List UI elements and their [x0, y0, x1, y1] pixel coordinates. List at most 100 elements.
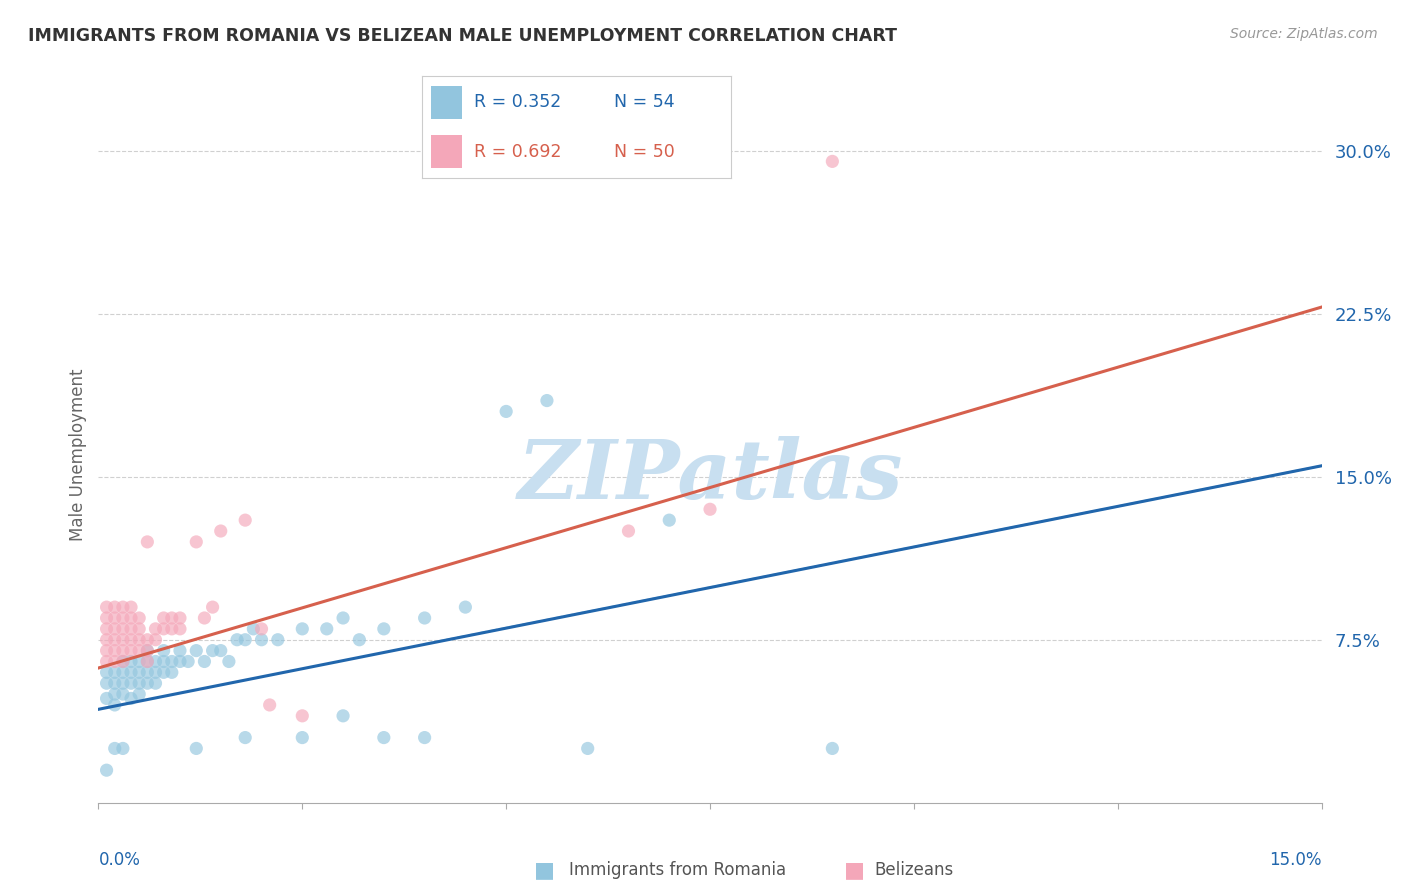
Bar	[432, 87, 463, 119]
Point	[120, 611, 142, 625]
Point	[104, 698, 127, 712]
Point	[242, 622, 264, 636]
Point	[250, 622, 273, 636]
Point	[259, 698, 281, 712]
Point	[152, 622, 174, 636]
Point	[120, 665, 142, 680]
Point	[120, 691, 142, 706]
Text: ■: ■	[534, 860, 555, 880]
Point	[576, 741, 599, 756]
Point	[152, 611, 174, 625]
Point	[96, 600, 118, 615]
Point	[160, 611, 183, 625]
Point	[218, 655, 240, 669]
Point	[128, 665, 150, 680]
Point	[291, 731, 314, 745]
Point	[186, 643, 208, 657]
Point	[821, 154, 844, 169]
Point	[373, 622, 395, 636]
Point	[96, 611, 118, 625]
Point	[96, 632, 118, 647]
Point	[160, 665, 183, 680]
Point	[96, 655, 118, 669]
Point	[104, 676, 127, 690]
Text: 0.0%: 0.0%	[98, 851, 141, 869]
Text: R = 0.352: R = 0.352	[474, 94, 561, 112]
Point	[128, 687, 150, 701]
Point	[201, 600, 224, 615]
Point	[111, 600, 134, 615]
Point	[177, 655, 200, 669]
Point	[96, 665, 118, 680]
Point	[104, 655, 127, 669]
Point	[120, 655, 142, 669]
Point	[136, 655, 159, 669]
Point	[267, 632, 290, 647]
Point	[136, 676, 159, 690]
Point	[128, 655, 150, 669]
Point	[104, 687, 127, 701]
Point	[658, 513, 681, 527]
Point	[111, 643, 134, 657]
Point	[96, 763, 118, 777]
Point	[120, 622, 142, 636]
Point	[169, 622, 191, 636]
Point	[120, 643, 142, 657]
Point	[209, 643, 232, 657]
Point	[128, 676, 150, 690]
Point	[96, 676, 118, 690]
Point	[128, 643, 150, 657]
Point	[111, 665, 134, 680]
Point	[233, 513, 256, 527]
Point	[169, 611, 191, 625]
Point	[120, 600, 142, 615]
Point	[104, 643, 127, 657]
Text: Belizeans: Belizeans	[875, 861, 953, 879]
Point	[169, 643, 191, 657]
Point	[104, 600, 127, 615]
Point	[120, 676, 142, 690]
Y-axis label: Male Unemployment: Male Unemployment	[69, 368, 87, 541]
Point	[413, 731, 436, 745]
Text: Immigrants from Romania: Immigrants from Romania	[569, 861, 786, 879]
Point	[373, 731, 395, 745]
Point	[128, 632, 150, 647]
Point	[96, 691, 118, 706]
Point	[152, 643, 174, 657]
Point	[169, 655, 191, 669]
Point	[96, 643, 118, 657]
Point	[145, 665, 167, 680]
Text: N = 50: N = 50	[613, 143, 675, 161]
Point	[332, 708, 354, 723]
Point	[250, 632, 273, 647]
Point	[96, 622, 118, 636]
Text: 15.0%: 15.0%	[1270, 851, 1322, 869]
Point	[111, 655, 134, 669]
Text: Source: ZipAtlas.com: Source: ZipAtlas.com	[1230, 27, 1378, 41]
Point	[136, 665, 159, 680]
Point	[332, 611, 354, 625]
Point	[233, 632, 256, 647]
Point	[193, 611, 215, 625]
Point	[160, 655, 183, 669]
Point	[160, 622, 183, 636]
Point	[226, 632, 249, 647]
Point	[120, 632, 142, 647]
Point	[111, 632, 134, 647]
Point	[349, 632, 371, 647]
Text: ZIPatlas: ZIPatlas	[517, 436, 903, 516]
Point	[536, 393, 558, 408]
Point	[821, 741, 844, 756]
Point	[145, 632, 167, 647]
Point	[145, 655, 167, 669]
Point	[111, 655, 134, 669]
Point	[454, 600, 477, 615]
Point	[111, 741, 134, 756]
Point	[104, 622, 127, 636]
Point	[699, 502, 721, 516]
Text: N = 54: N = 54	[613, 94, 675, 112]
Point	[136, 643, 159, 657]
Point	[111, 611, 134, 625]
Point	[315, 622, 337, 636]
Point	[136, 655, 159, 669]
